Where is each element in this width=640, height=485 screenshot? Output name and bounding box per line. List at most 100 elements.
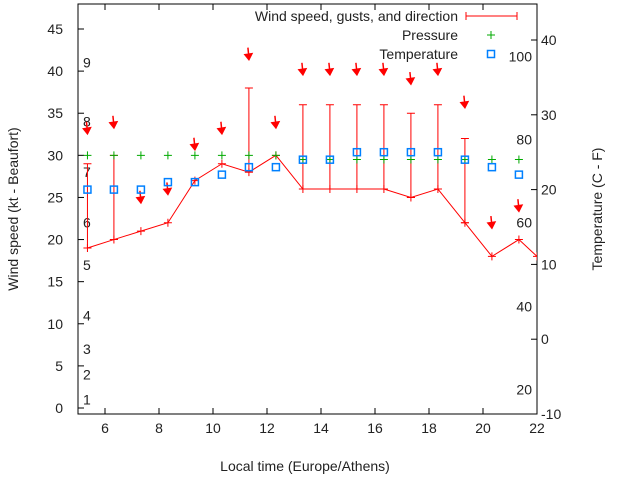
beaufort-label: 8 [83,114,91,130]
wind-speed-line [87,154,537,258]
y2-tick-label: 10 [541,256,557,272]
beaufort-label: 9 [83,55,91,71]
beaufort-label: 1 [83,392,91,408]
temperature-point [514,170,524,179]
y2-tick-label: 0 [541,331,549,347]
wind-direction-arrow [432,62,443,77]
fahrenheit-label: 40 [516,298,532,314]
wind-direction-arrow [216,121,227,136]
temperature-point [83,185,92,194]
fahrenheit-label: 80 [516,131,532,147]
pressure-point [109,151,118,160]
wind-direction-arrow [351,62,362,77]
temperature-point [352,147,362,157]
beaufort-label: 3 [83,341,91,357]
x-tick-label: 12 [259,420,275,436]
wind-direction-arrow [243,47,254,62]
legend-pressure-label: Pressure [402,27,458,43]
beaufort-label: 4 [83,307,91,323]
y2-axis-label: Temperature (C - F) [589,148,605,271]
wind-direction-arrow [297,62,308,77]
wind-direction-arrow [270,115,281,130]
wind-speed-point [163,218,172,227]
wind-speed-point [514,235,523,244]
pressure-point [244,151,253,160]
gust-errorbar [109,154,118,241]
pressure-point [136,151,145,160]
temperature-point [217,170,227,179]
x-tick-label: 14 [313,420,329,436]
temperature-point [406,147,416,157]
y-tick-label: 45 [47,21,63,37]
wind-speed-point [136,227,145,236]
fahrenheit-label: 20 [516,381,532,397]
wind-direction-arrow [513,199,524,213]
pressure-point [514,155,523,164]
pressure-point [433,155,442,164]
y-tick-label: 30 [47,147,63,163]
wind-direction-arrow [378,62,389,77]
temperature-point [136,185,146,194]
y-tick-label: 10 [47,316,63,332]
wind-direction-arrow [459,95,470,110]
y2-tick-label: 30 [541,107,557,123]
gust-errorbar [244,87,253,173]
x-tick-label: 18 [421,420,437,436]
x-tick-label: 8 [155,420,163,436]
y2-tick-label: 20 [541,182,557,198]
y-tick-label: 5 [55,358,63,374]
wind-direction-arrow [405,71,416,86]
gust-errorbar [352,104,361,190]
gust-errorbar [325,104,334,190]
x-tick-label: 6 [101,420,109,436]
temperature-point [433,147,443,157]
fahrenheit-label: 100 [509,48,533,64]
series-group [82,47,537,261]
plot-frame [77,3,538,415]
y-tick-label: 20 [47,232,63,248]
temperature-point [271,162,281,172]
pressure-point [352,155,361,164]
fahrenheit-label: 60 [516,215,532,231]
temperature-point [244,162,254,172]
gust-errorbar [433,104,442,190]
wind-speed-point [487,252,496,261]
wind-direction-arrow [108,115,119,130]
x-tick-label: 10 [205,420,221,436]
gust-errorbar [379,104,388,190]
pressure-point [83,151,92,160]
beaufort-label: 5 [83,257,91,273]
gust-errorbar [83,163,92,249]
legend-temperature-marker [486,49,496,59]
y-tick-label: 0 [55,400,63,416]
wind-direction-arrow [162,182,173,196]
temperature-point [190,177,200,187]
x-tick-label: 20 [475,420,491,436]
pressure-point [379,155,388,164]
legend: Wind speed, gusts, and direction Pressur… [255,8,518,62]
temperature-point [163,177,173,187]
temperature-point [379,147,389,157]
wind-direction-arrow [189,137,200,152]
x-axis-label: Local time (Europe/Athens) [220,458,390,474]
y2-tick-label: -10 [541,406,561,422]
legend-wind-label: Wind speed, gusts, and direction [255,8,458,24]
wind-speed-point [533,252,537,261]
pressure-point [163,151,172,160]
gust-errorbar [298,104,307,190]
temperature-point [487,162,497,172]
y-tick-label: 25 [47,189,63,205]
y-tick-label: 15 [47,274,63,290]
pressure-point [190,151,199,160]
wind-direction-arrow [82,121,92,136]
y2-tick-label: 40 [541,32,557,48]
wind-speed-point [217,159,226,168]
pressure-point [487,155,496,164]
temperature-point [325,155,335,164]
pressure-point [406,155,415,164]
temperature-point [298,155,308,164]
temperature-point [109,185,119,194]
pressure-point [271,151,280,160]
y-tick-label: 40 [47,63,63,79]
legend-temperature-label: Temperature [379,46,458,62]
